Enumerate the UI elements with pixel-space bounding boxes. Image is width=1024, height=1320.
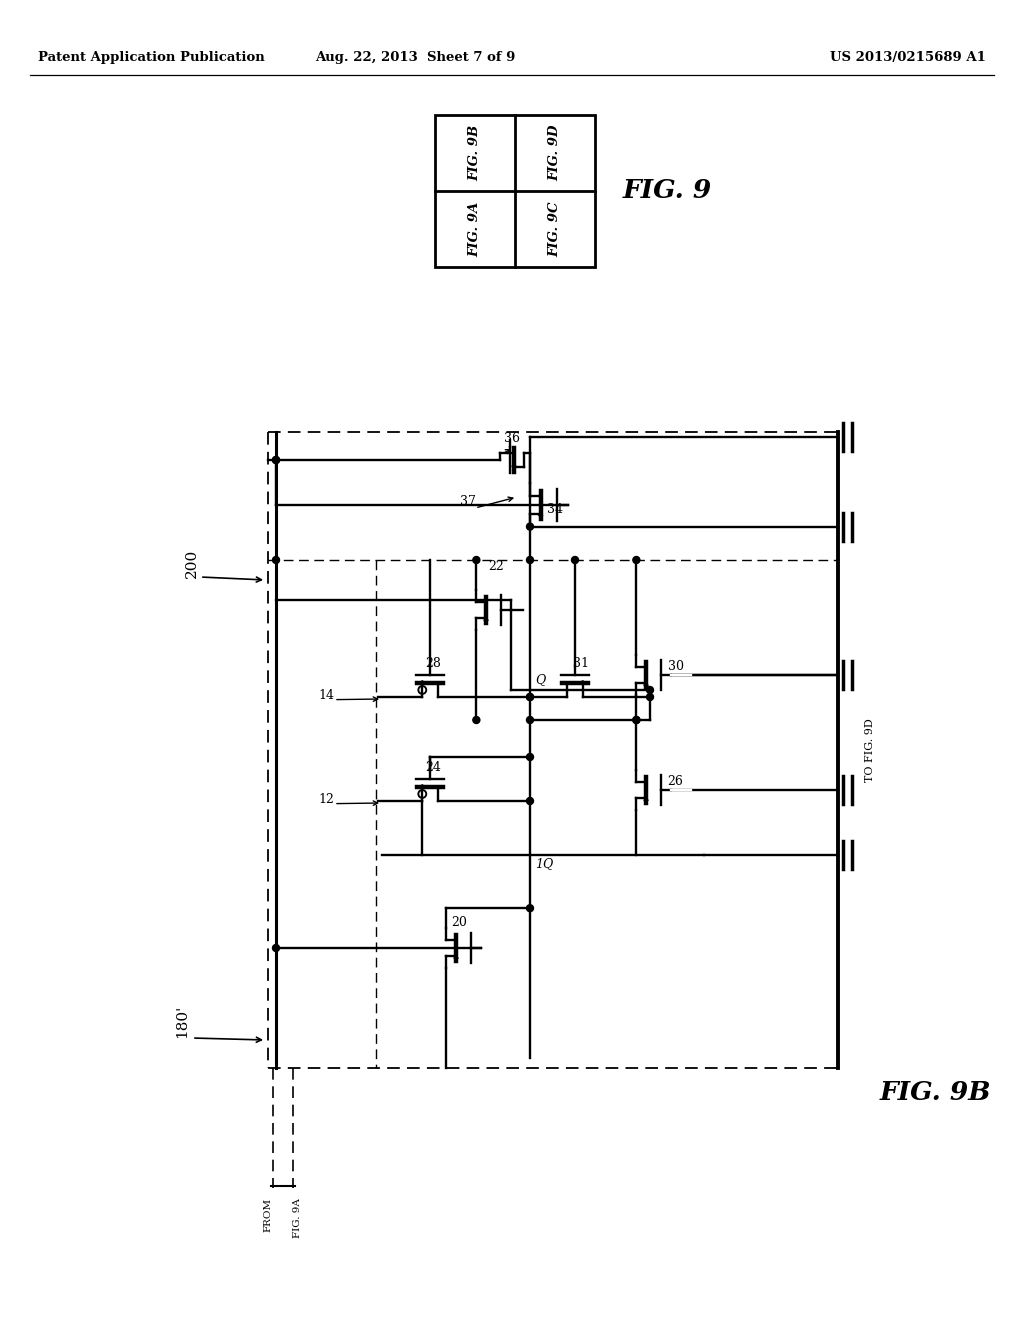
Circle shape bbox=[526, 904, 534, 912]
Text: Aug. 22, 2013  Sheet 7 of 9: Aug. 22, 2013 Sheet 7 of 9 bbox=[314, 51, 515, 65]
Text: FIG. 9B: FIG. 9B bbox=[469, 125, 481, 181]
Text: FROM: FROM bbox=[263, 1199, 272, 1232]
Circle shape bbox=[633, 717, 640, 723]
Circle shape bbox=[633, 717, 640, 723]
Text: 36: 36 bbox=[504, 432, 520, 445]
Circle shape bbox=[473, 557, 480, 564]
Circle shape bbox=[272, 945, 280, 952]
Text: 37: 37 bbox=[460, 495, 476, 508]
Circle shape bbox=[272, 557, 280, 564]
Circle shape bbox=[526, 693, 534, 701]
Circle shape bbox=[272, 457, 280, 463]
Text: 200: 200 bbox=[185, 549, 199, 578]
Text: FIG. 9: FIG. 9 bbox=[623, 178, 713, 203]
Text: TO FIG. 9D: TO FIG. 9D bbox=[865, 718, 874, 781]
Text: Q: Q bbox=[535, 673, 545, 686]
Circle shape bbox=[272, 457, 280, 463]
Text: 26: 26 bbox=[668, 775, 683, 788]
Circle shape bbox=[526, 717, 534, 723]
Text: 12: 12 bbox=[318, 793, 334, 807]
Text: US 2013/0215689 A1: US 2013/0215689 A1 bbox=[830, 51, 986, 65]
Text: 22: 22 bbox=[487, 560, 504, 573]
Text: Patent Application Publication: Patent Application Publication bbox=[38, 51, 265, 65]
Circle shape bbox=[526, 693, 534, 701]
Circle shape bbox=[646, 693, 653, 701]
Text: FIG. 9D: FIG. 9D bbox=[549, 125, 561, 181]
Text: 20: 20 bbox=[452, 916, 467, 929]
Text: 14: 14 bbox=[318, 689, 334, 702]
Text: 34: 34 bbox=[548, 503, 563, 516]
Text: 1Q: 1Q bbox=[535, 857, 553, 870]
Text: 180': 180' bbox=[175, 1005, 189, 1038]
Bar bbox=[435, 115, 595, 267]
Circle shape bbox=[526, 523, 534, 531]
Text: 30: 30 bbox=[668, 660, 684, 673]
Text: 31: 31 bbox=[572, 656, 589, 669]
Circle shape bbox=[646, 686, 653, 693]
Text: 24: 24 bbox=[426, 760, 441, 774]
Circle shape bbox=[526, 797, 534, 804]
Circle shape bbox=[571, 557, 579, 564]
Text: 28: 28 bbox=[426, 656, 441, 669]
Circle shape bbox=[473, 717, 480, 723]
Text: FIG. 9A: FIG. 9A bbox=[294, 1199, 302, 1238]
Text: FIG. 9C: FIG. 9C bbox=[549, 201, 561, 257]
Circle shape bbox=[633, 557, 640, 564]
Circle shape bbox=[526, 557, 534, 564]
Text: FIG. 9A: FIG. 9A bbox=[469, 202, 481, 256]
Text: FIG. 9B: FIG. 9B bbox=[880, 1080, 991, 1105]
Circle shape bbox=[526, 754, 534, 760]
